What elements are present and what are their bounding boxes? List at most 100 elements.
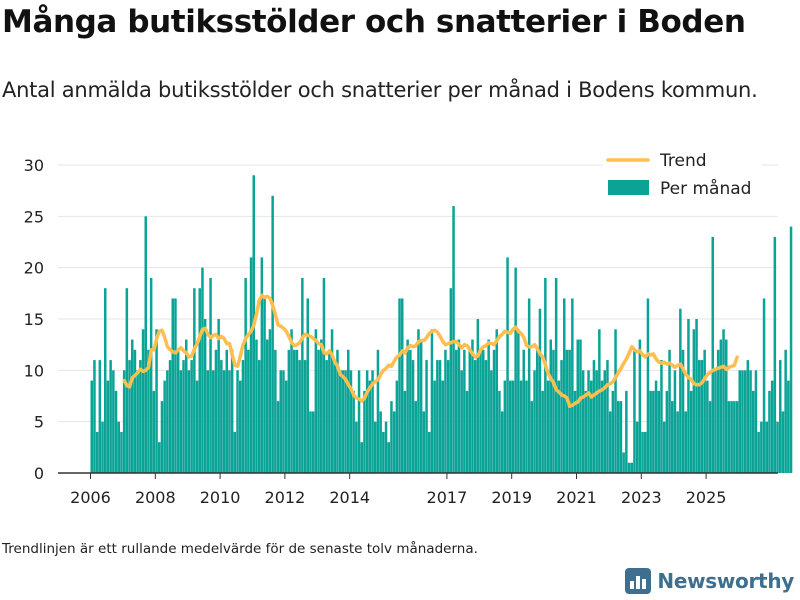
bar bbox=[730, 401, 733, 473]
bar bbox=[525, 380, 528, 473]
bar bbox=[522, 349, 525, 473]
bar bbox=[395, 380, 399, 473]
bar bbox=[147, 349, 150, 473]
bar bbox=[495, 329, 498, 473]
bar bbox=[309, 411, 312, 473]
bar bbox=[338, 370, 342, 473]
bar bbox=[538, 308, 542, 473]
bar bbox=[228, 370, 231, 473]
bar bbox=[770, 380, 774, 473]
bar bbox=[695, 319, 698, 473]
bar bbox=[554, 277, 558, 473]
bar bbox=[679, 308, 682, 473]
bar bbox=[325, 360, 328, 473]
bar bbox=[430, 329, 434, 473]
bar bbox=[363, 390, 366, 473]
bar bbox=[527, 298, 531, 473]
bar bbox=[657, 390, 660, 473]
bar bbox=[660, 360, 663, 473]
bar bbox=[676, 411, 679, 473]
bar bbox=[314, 329, 318, 473]
bar bbox=[787, 380, 790, 473]
bar bbox=[652, 390, 655, 473]
bar bbox=[590, 380, 593, 473]
bar bbox=[560, 360, 563, 473]
y-tick-label: 25 bbox=[24, 207, 44, 226]
bar bbox=[746, 360, 750, 473]
bar bbox=[606, 360, 609, 473]
bar bbox=[341, 370, 345, 473]
bar bbox=[646, 298, 650, 473]
bar bbox=[611, 390, 615, 473]
trend-line bbox=[122, 293, 739, 409]
bar bbox=[155, 329, 158, 473]
bar bbox=[541, 390, 544, 473]
bar bbox=[158, 442, 161, 473]
chart-subtitle: Antal anmälda butiksstölder och snatteri… bbox=[2, 78, 758, 102]
bar bbox=[754, 370, 758, 473]
bar bbox=[530, 401, 534, 473]
bar bbox=[109, 360, 112, 473]
bar bbox=[376, 349, 380, 473]
bar bbox=[436, 360, 439, 473]
bar bbox=[492, 349, 496, 473]
bar bbox=[681, 349, 685, 473]
bar bbox=[546, 380, 550, 473]
bar bbox=[781, 411, 785, 473]
bar bbox=[98, 360, 102, 473]
bar bbox=[112, 370, 115, 473]
bar bbox=[355, 421, 358, 473]
bar bbox=[614, 329, 617, 473]
bar bbox=[160, 401, 164, 473]
legend-bar-label: Per månad bbox=[660, 178, 751, 199]
bar bbox=[114, 390, 118, 473]
bar bbox=[247, 349, 250, 473]
legend-bar-swatch bbox=[608, 180, 649, 195]
y-tick-label: 30 bbox=[24, 156, 44, 175]
bar bbox=[692, 329, 696, 473]
bar bbox=[784, 349, 787, 473]
bar bbox=[193, 288, 196, 473]
bar bbox=[581, 370, 585, 473]
bar bbox=[311, 411, 315, 473]
bar bbox=[544, 277, 547, 473]
bar bbox=[722, 329, 725, 473]
bar bbox=[328, 349, 331, 473]
bar bbox=[136, 370, 139, 473]
bar bbox=[349, 370, 353, 473]
bar bbox=[241, 360, 245, 473]
bar bbox=[725, 339, 728, 473]
bar bbox=[290, 329, 293, 473]
bar bbox=[166, 370, 169, 473]
bar bbox=[195, 380, 199, 473]
bar bbox=[533, 370, 536, 473]
bar bbox=[476, 319, 480, 473]
bar bbox=[333, 360, 336, 473]
x-tick-label: 2006 bbox=[70, 488, 111, 507]
bar bbox=[344, 370, 347, 473]
bar bbox=[765, 421, 768, 473]
bar bbox=[131, 339, 134, 473]
bar bbox=[465, 390, 469, 473]
bar bbox=[263, 298, 266, 473]
bar bbox=[201, 267, 204, 473]
bar-layer bbox=[90, 175, 793, 474]
bar bbox=[190, 360, 193, 473]
bar bbox=[171, 298, 174, 473]
bar bbox=[457, 339, 461, 473]
bar bbox=[592, 360, 596, 473]
bar bbox=[719, 339, 723, 473]
bar bbox=[587, 370, 590, 473]
x-tick-label: 2025 bbox=[686, 488, 727, 507]
bar bbox=[617, 401, 620, 473]
bar bbox=[641, 431, 644, 473]
legend-trend-label: Trend bbox=[659, 151, 707, 171]
bar bbox=[708, 401, 712, 473]
bar bbox=[249, 257, 253, 473]
bar bbox=[498, 390, 501, 473]
x-tick-label: 2019 bbox=[491, 488, 532, 507]
bar bbox=[500, 411, 504, 473]
bar bbox=[627, 462, 631, 473]
bar bbox=[482, 349, 485, 473]
